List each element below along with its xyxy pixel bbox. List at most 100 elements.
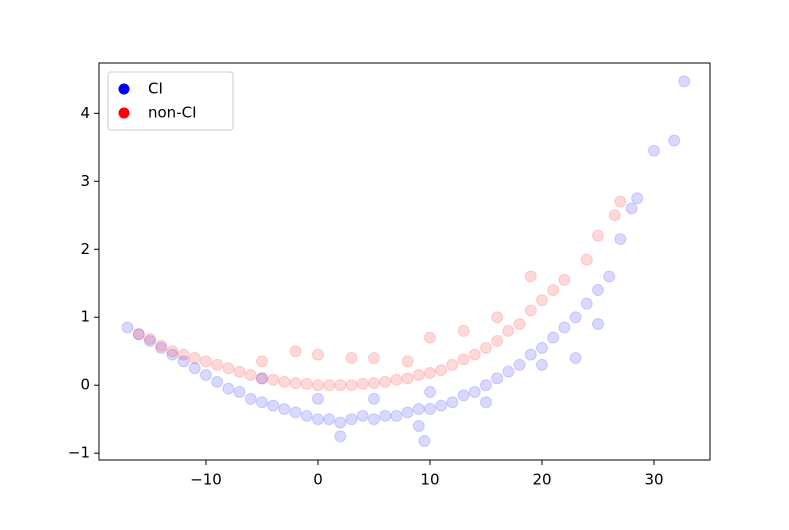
point xyxy=(591,284,604,297)
x-tick-label: 10 xyxy=(420,471,439,489)
point xyxy=(300,377,313,390)
point xyxy=(468,386,481,399)
point xyxy=(423,386,436,399)
point xyxy=(300,409,313,422)
point xyxy=(547,284,560,297)
y-tick-label: 4 xyxy=(80,104,90,122)
point xyxy=(132,328,145,341)
point xyxy=(608,209,621,222)
point xyxy=(569,311,582,324)
point xyxy=(491,311,504,324)
point xyxy=(412,403,425,416)
plot-frame xyxy=(98,62,711,461)
point xyxy=(580,297,593,310)
point xyxy=(367,377,380,390)
point xyxy=(345,352,358,365)
point xyxy=(547,331,560,344)
point xyxy=(569,352,582,365)
y-tick-label: 3 xyxy=(80,172,90,190)
point xyxy=(289,345,302,358)
point xyxy=(457,324,470,337)
point xyxy=(255,372,268,385)
point xyxy=(233,365,246,378)
point xyxy=(457,389,470,402)
point xyxy=(143,335,156,348)
point xyxy=(591,229,604,242)
point xyxy=(614,195,627,208)
y-tick-label: −1 xyxy=(68,444,90,462)
point xyxy=(222,362,235,375)
point xyxy=(479,341,492,354)
legend-marker xyxy=(118,107,130,119)
point xyxy=(132,328,145,341)
legend-marker xyxy=(118,83,130,95)
point xyxy=(468,348,481,361)
point xyxy=(199,355,212,368)
point xyxy=(311,392,324,405)
point xyxy=(345,379,358,392)
point xyxy=(513,318,526,331)
point xyxy=(166,348,179,361)
point xyxy=(199,369,212,382)
point xyxy=(244,392,257,405)
point xyxy=(222,382,235,395)
point xyxy=(390,373,403,386)
point xyxy=(502,324,515,337)
point xyxy=(479,396,492,409)
point xyxy=(435,364,448,377)
y-tick-label: 2 xyxy=(80,240,90,258)
point xyxy=(491,335,504,348)
point xyxy=(668,134,681,147)
point xyxy=(423,366,436,379)
point xyxy=(591,318,604,331)
legend-box xyxy=(107,71,234,131)
point xyxy=(255,355,268,368)
point xyxy=(255,396,268,409)
point xyxy=(524,304,537,317)
point xyxy=(625,202,638,215)
x-tick-label: −10 xyxy=(190,471,222,489)
point xyxy=(558,273,571,286)
y-tick-label: 1 xyxy=(80,308,90,326)
point xyxy=(289,377,302,390)
point xyxy=(535,294,548,307)
y-tick-label: 0 xyxy=(80,376,90,394)
point xyxy=(267,373,280,386)
point xyxy=(535,341,548,354)
point xyxy=(177,355,190,368)
point xyxy=(334,379,347,392)
point xyxy=(155,339,168,352)
point xyxy=(614,233,627,246)
point xyxy=(423,403,436,416)
point xyxy=(631,192,644,205)
point xyxy=(177,348,190,361)
point xyxy=(491,372,504,385)
point xyxy=(401,372,414,385)
point xyxy=(524,270,537,283)
point xyxy=(678,75,691,88)
legend-label: non-CI xyxy=(148,104,197,122)
point xyxy=(278,403,291,416)
point xyxy=(311,379,324,392)
point xyxy=(289,406,302,419)
point xyxy=(412,369,425,382)
point xyxy=(143,332,156,345)
legend-label: CI xyxy=(148,80,163,98)
point xyxy=(558,321,571,334)
point xyxy=(457,353,470,366)
point xyxy=(188,352,201,365)
point xyxy=(479,379,492,392)
point xyxy=(211,358,224,371)
point xyxy=(446,396,459,409)
point xyxy=(311,348,324,361)
point xyxy=(166,345,179,358)
point xyxy=(356,377,369,390)
point xyxy=(580,253,593,266)
point xyxy=(513,358,526,371)
point xyxy=(188,362,201,375)
point xyxy=(367,352,380,365)
point xyxy=(401,355,414,368)
point xyxy=(334,416,347,429)
point xyxy=(418,434,431,447)
